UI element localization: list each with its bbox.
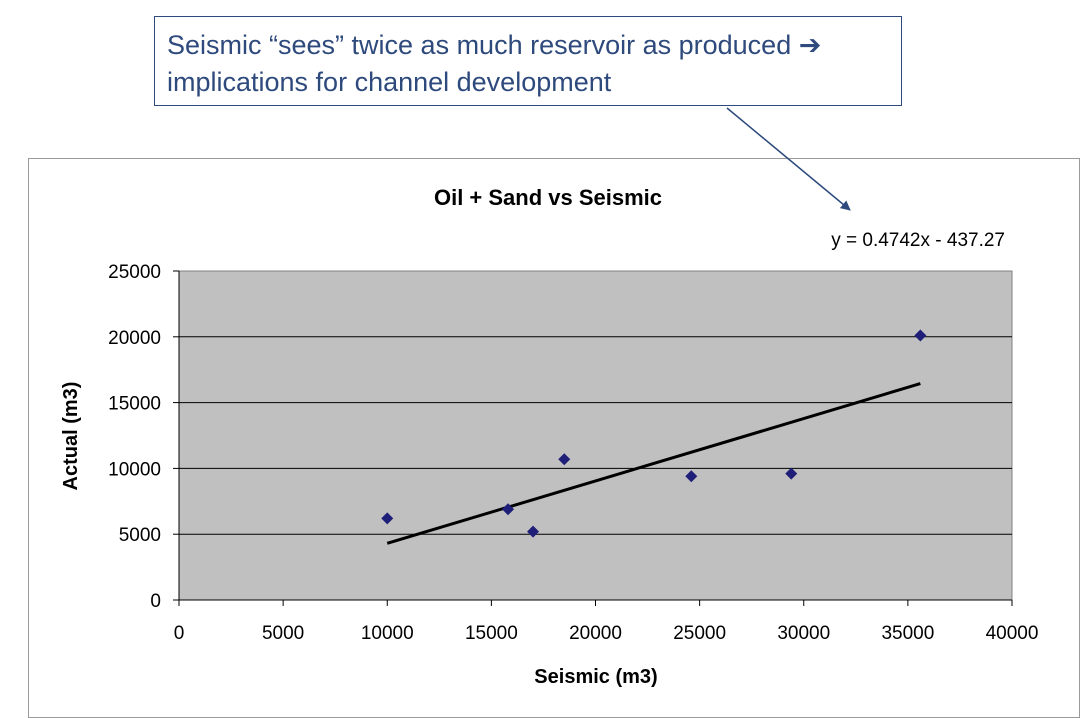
- x-tick-label: 5000: [262, 623, 304, 644]
- chart-title: Oil + Sand vs Seismic: [434, 185, 662, 210]
- data-point: [527, 525, 540, 538]
- y-axis-label: Actual (m3): [60, 382, 82, 491]
- trendline: [386, 382, 921, 545]
- annotation-callout: Seismic “sees” twice as much reservoir a…: [154, 16, 902, 106]
- data-point: [502, 503, 515, 516]
- plot-background: [178, 270, 1013, 601]
- y-tick-label: 15000: [108, 394, 161, 415]
- y-tick-label: 25000: [108, 262, 161, 283]
- x-tick-label: 25000: [673, 623, 726, 644]
- y-tick-label: 10000: [108, 459, 161, 480]
- y-tick-label: 5000: [119, 525, 161, 546]
- data-point: [914, 329, 927, 342]
- y-tick-label: 0: [150, 591, 161, 612]
- x-tick-label: 0: [174, 623, 185, 644]
- x-axis-label: Seismic (m3): [534, 666, 657, 688]
- callout-arrow: [726, 107, 851, 211]
- data-points: [381, 329, 927, 538]
- y-tick-label: 20000: [108, 328, 161, 349]
- x-tick-label: 35000: [881, 623, 934, 644]
- data-point: [558, 453, 571, 466]
- x-tick-label: 40000: [986, 623, 1039, 644]
- x-axis-ticks: 0 5000 10000 15000 20000 25000 30000 35000 40000: [174, 600, 1039, 644]
- x-tick-label: 10000: [361, 623, 414, 644]
- data-point: [381, 512, 394, 525]
- x-tick-label: 20000: [569, 623, 622, 644]
- data-point: [685, 470, 698, 483]
- x-tick-label: 15000: [465, 623, 518, 644]
- x-tick-label: 30000: [777, 623, 830, 644]
- trendline-equation: y = 0.4742x - 437.27: [831, 230, 1005, 251]
- gridlines: [179, 336, 1012, 535]
- callout-line-1: Seismic “sees” twice as much reservoir a…: [167, 30, 822, 60]
- y-axis-ticks: 0 5000 10000 15000 20000 25000: [108, 262, 179, 612]
- callout-line-2: implications for channel development: [167, 67, 612, 97]
- data-point: [785, 467, 798, 480]
- chart-svg: 0 5000 10000 15000 20000 25000 0 5000 10000 1500…: [60, 107, 1039, 688]
